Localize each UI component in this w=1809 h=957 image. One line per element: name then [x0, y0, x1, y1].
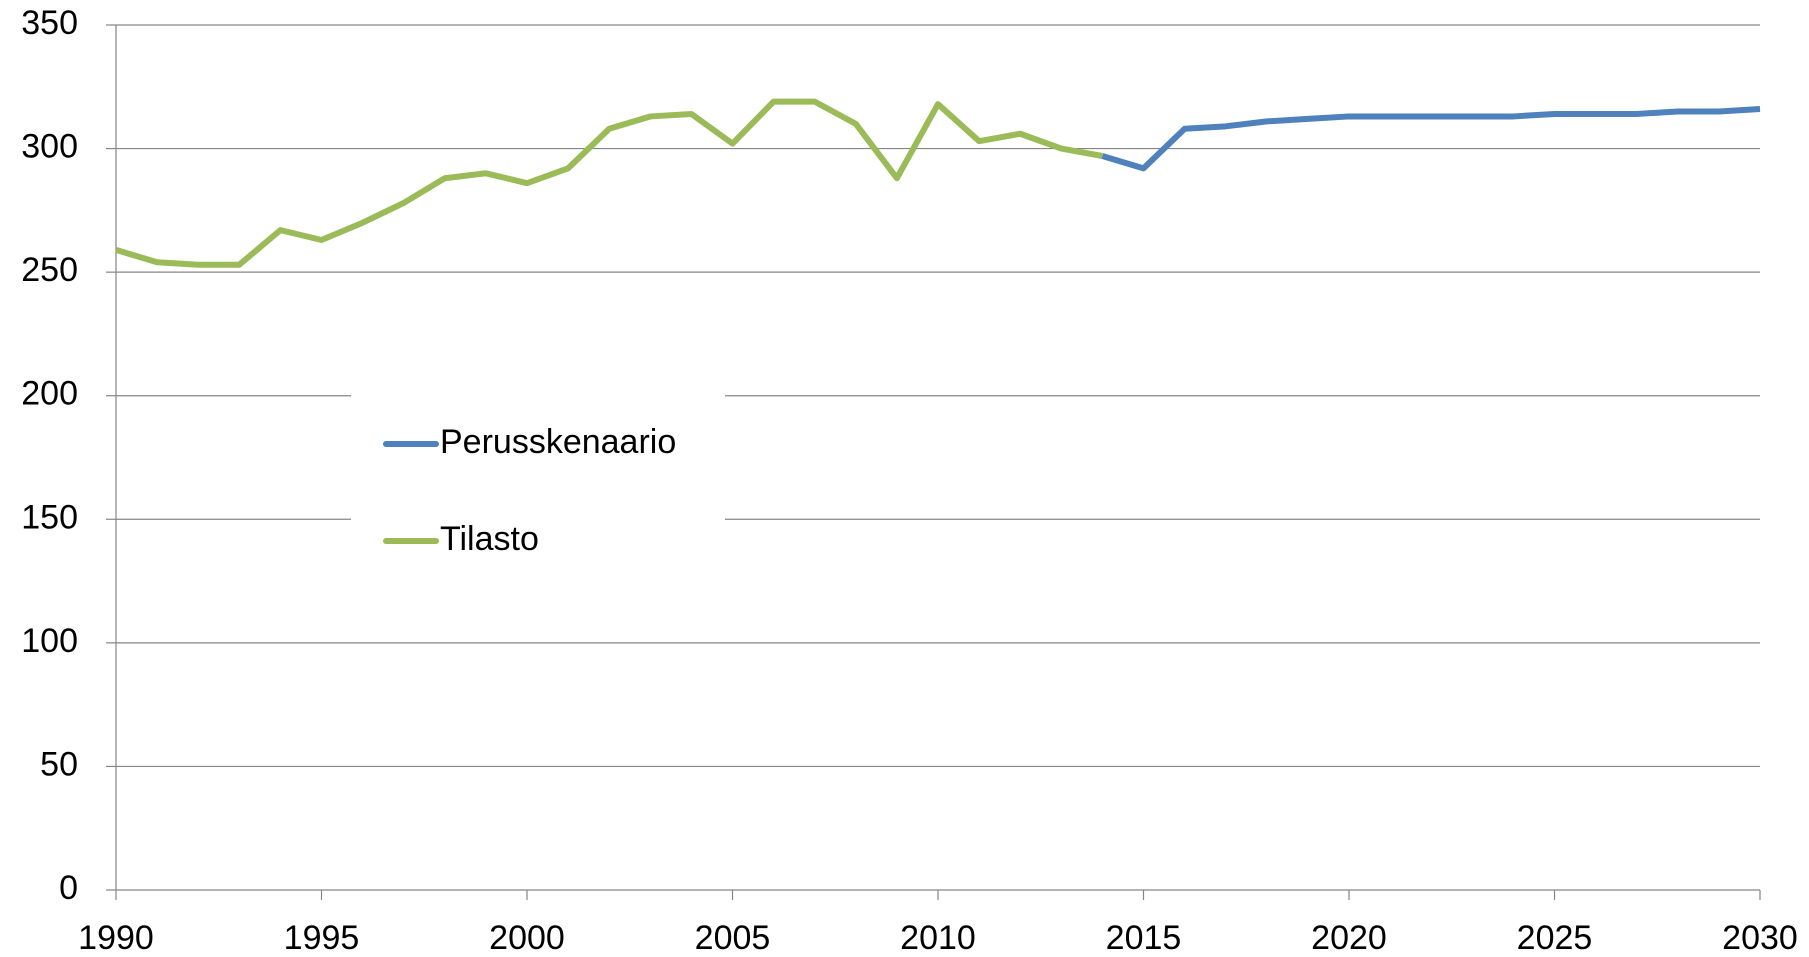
series-line	[1101, 106, 1761, 172]
legend-label: Tilasto	[440, 520, 539, 558]
legend-label: Perusskenaario	[440, 423, 676, 461]
x-tick-label: 2010	[900, 919, 976, 957]
x-tick-label: 2015	[1106, 919, 1182, 957]
x-tick-label: 2030	[1722, 919, 1798, 957]
y-tick-label: 250	[21, 251, 78, 289]
x-tick-label: 1995	[284, 919, 360, 957]
y-tick-label: 0	[59, 869, 78, 907]
x-tick-label: 1990	[78, 919, 154, 957]
y-tick-label: 200	[21, 375, 78, 413]
y-tick-label: 350	[21, 4, 78, 42]
y-tick-label: 300	[21, 128, 78, 166]
y-tick-label: 150	[21, 498, 78, 536]
x-tick-label: 2025	[1517, 919, 1593, 957]
x-tick-label: 2020	[1311, 919, 1387, 957]
y-tick-label: 50	[40, 745, 78, 783]
legend-box	[351, 377, 725, 586]
y-tick-label: 100	[21, 622, 78, 660]
x-tick-label: 2000	[489, 919, 565, 957]
series-line	[115, 98, 1103, 268]
x-tick-label: 2005	[695, 919, 771, 957]
